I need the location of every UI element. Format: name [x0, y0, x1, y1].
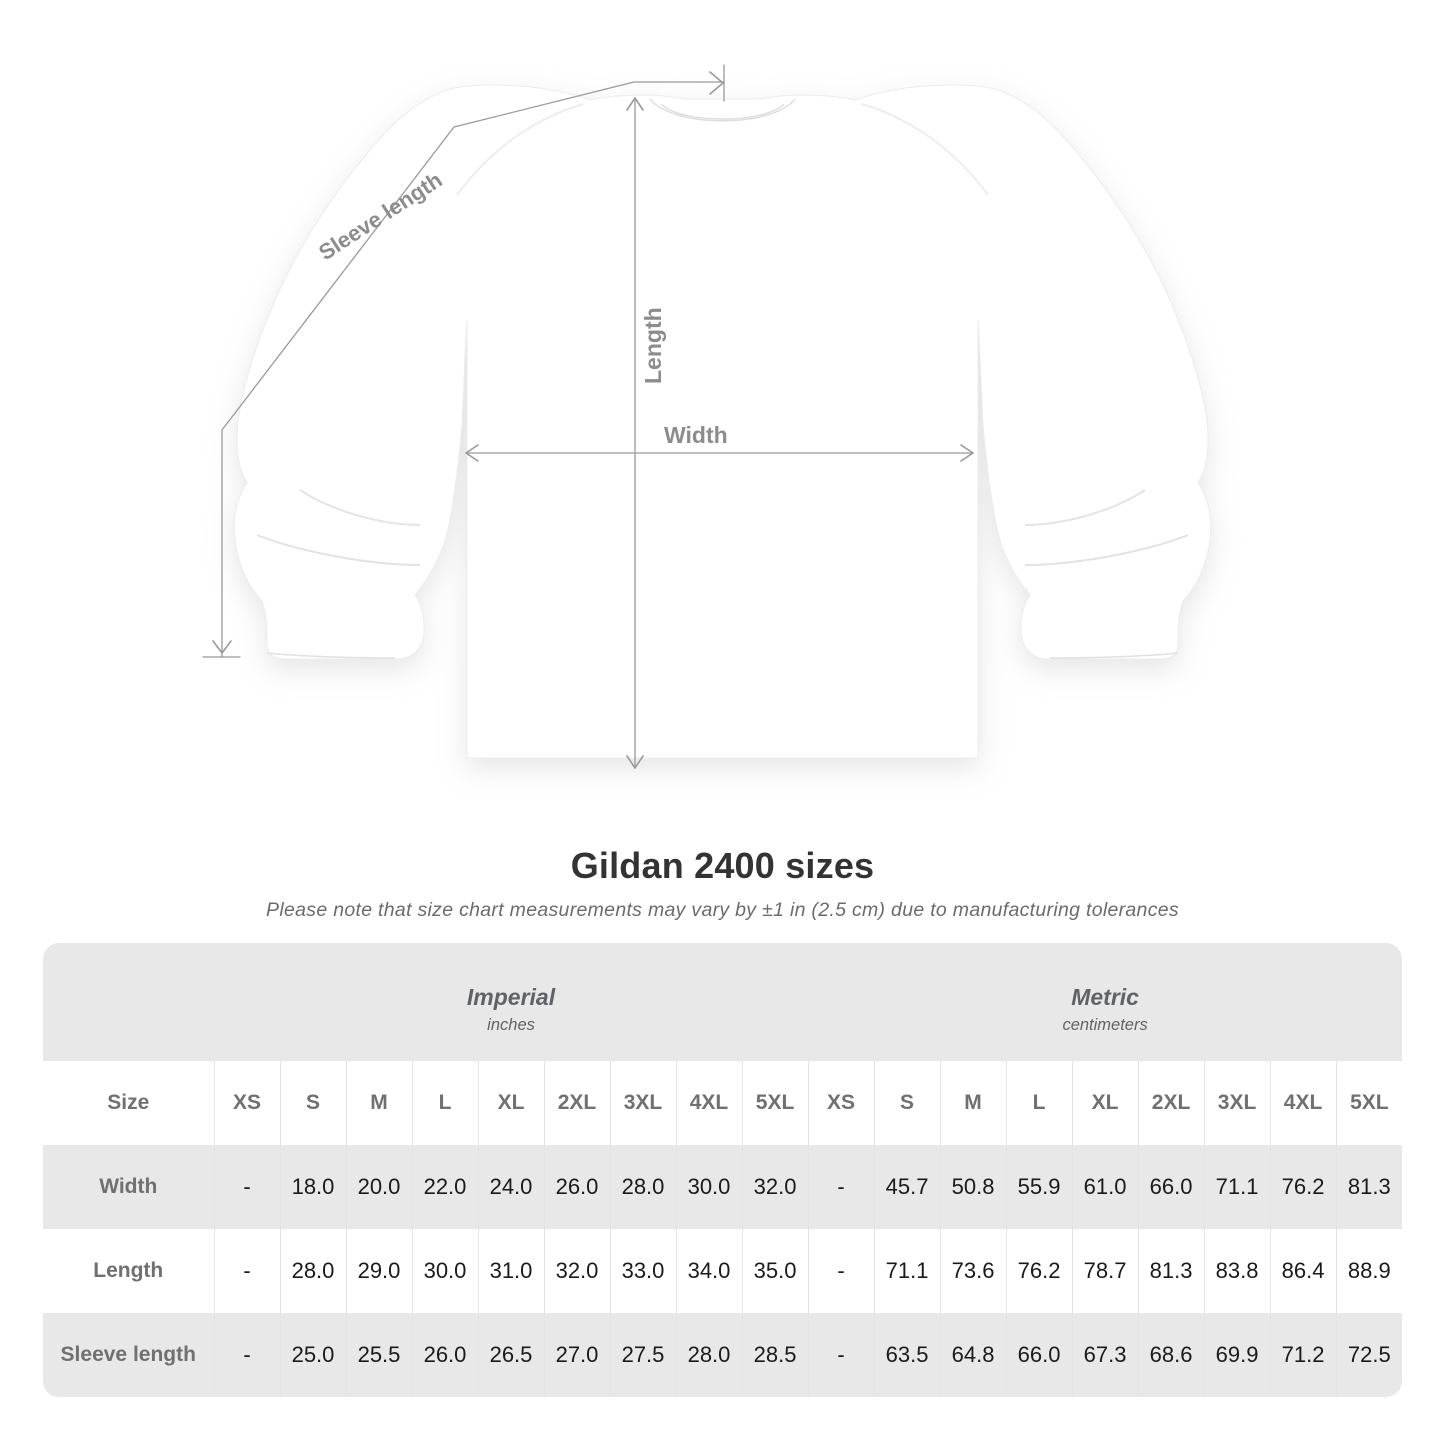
svg-text:Width: Width: [664, 422, 728, 448]
svg-text:Length: Length: [640, 307, 666, 384]
